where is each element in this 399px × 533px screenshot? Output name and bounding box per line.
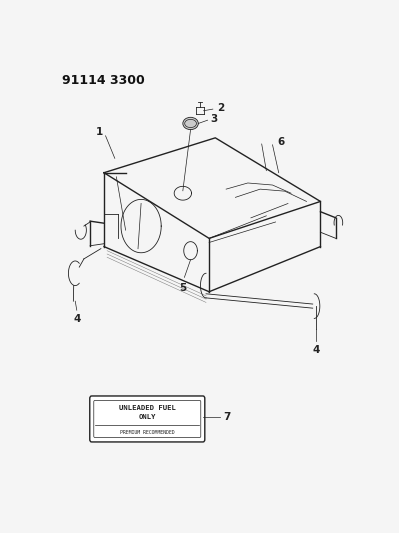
Text: 7: 7 xyxy=(223,412,230,422)
Text: 3: 3 xyxy=(211,115,218,124)
Text: 2: 2 xyxy=(217,103,224,113)
Text: 5: 5 xyxy=(179,282,186,293)
Text: 4: 4 xyxy=(73,314,81,324)
Ellipse shape xyxy=(183,117,198,130)
Text: 4: 4 xyxy=(312,345,320,355)
Text: 6: 6 xyxy=(277,137,284,147)
Text: 91114 3300: 91114 3300 xyxy=(62,74,145,87)
Text: 1: 1 xyxy=(96,127,103,136)
FancyBboxPatch shape xyxy=(94,400,201,438)
Text: UNLEADED FUEL: UNLEADED FUEL xyxy=(119,405,176,411)
FancyBboxPatch shape xyxy=(90,396,205,442)
Text: ONLY: ONLY xyxy=(138,414,156,421)
Text: PREMIUM RECOMMENDED: PREMIUM RECOMMENDED xyxy=(120,430,175,434)
